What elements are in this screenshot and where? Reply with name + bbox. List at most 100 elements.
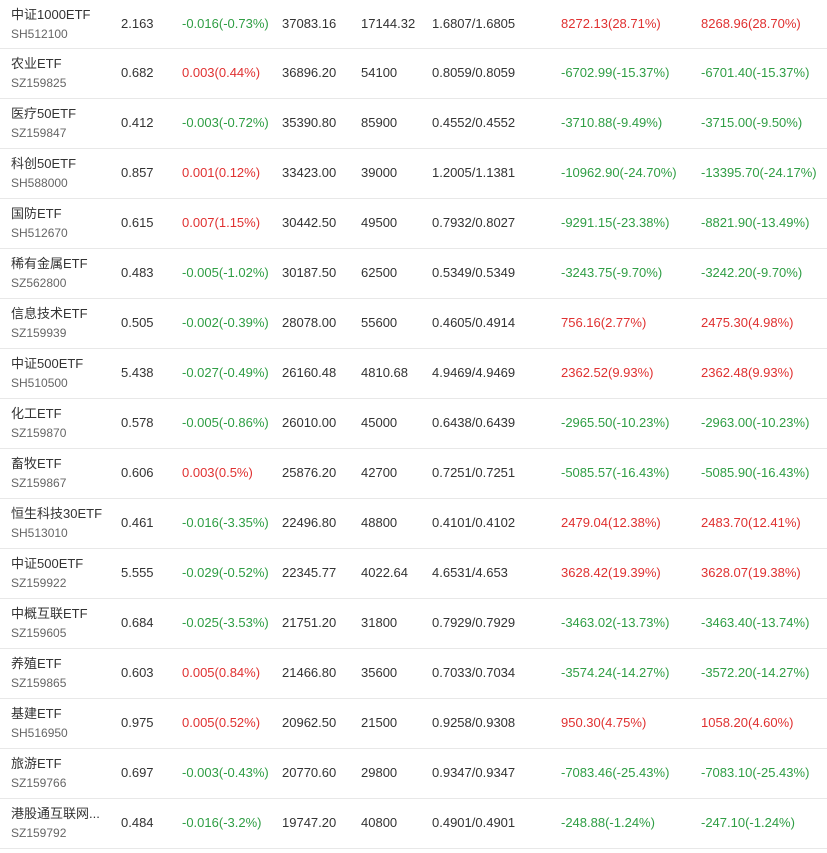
fund-name-cell[interactable]: 恒生科技30ETF SH513010	[11, 506, 111, 541]
latest-price: 5.438	[121, 365, 154, 380]
price-change: 0.005(0.52%)	[182, 715, 261, 730]
table-row[interactable]: 中证500ETF SZ159922 5.555 -0.029(-0.52%) 22345…	[0, 549, 827, 599]
profit-value-1: 2479.04(12.38%)	[561, 515, 661, 530]
profit-value-2: 2483.70(12.41%)	[701, 515, 801, 530]
fund-name-cell[interactable]: 养殖ETF SZ159865	[11, 656, 111, 691]
fund-code: SZ159605	[11, 626, 67, 640]
fund-name[interactable]: 农业ETF	[11, 56, 62, 71]
latest-price: 5.555	[121, 565, 154, 580]
profit-value-2: 2475.30(4.98%)	[701, 315, 794, 330]
profit-value-2: -3242.20(-9.70%)	[701, 265, 803, 280]
fund-name-cell[interactable]: 信息技术ETF SZ159939	[11, 306, 111, 341]
table-row[interactable]: 国防ETF SH512670 0.615 0.007(1.15%) 30442.50 49…	[0, 199, 827, 249]
latest-price: 0.697	[121, 765, 154, 780]
profit-value-2: -3572.20(-14.27%)	[701, 665, 810, 680]
table-row[interactable]: 农业ETF SZ159825 0.682 0.003(0.44%) 36896.20 54…	[0, 49, 827, 99]
profit-value-1: -2965.50(-10.23%)	[561, 415, 670, 430]
fund-name[interactable]: 旅游ETF	[11, 756, 62, 771]
trade-amount: 36896.20	[282, 65, 337, 80]
table-row[interactable]: 恒生科技30ETF SH513010 0.461 -0.016(-3.35%) 2249…	[0, 499, 827, 549]
price-change: -0.002(-0.39%)	[182, 315, 269, 330]
table-row[interactable]: 中证500ETF SH510500 5.438 -0.027(-0.49%) 26160…	[0, 349, 827, 399]
fund-name-cell[interactable]: 中证500ETF SH510500	[11, 356, 111, 391]
table-row[interactable]: 医疗50ETF SZ159847 0.412 -0.003(-0.72%) 35390.…	[0, 99, 827, 149]
fund-name[interactable]: 恒生科技30ETF	[11, 506, 103, 521]
trade-amount: 22496.80	[282, 515, 337, 530]
fund-name-cell[interactable]: 中证500ETF SZ159922	[11, 556, 111, 591]
profit-value-1: 756.16(2.77%)	[561, 315, 647, 330]
table-row[interactable]: 中概互联ETF SZ159605 0.684 -0.025(-3.53%) 21751.…	[0, 599, 827, 649]
fund-name[interactable]: 信息技术ETF	[11, 306, 88, 321]
table-row[interactable]: 信息技术ETF SZ159939 0.505 -0.002(-0.39%) 28078.…	[0, 299, 827, 349]
fund-name[interactable]: 中证500ETF	[11, 556, 84, 571]
table-row[interactable]: 基建ETF SH516950 0.975 0.005(0.52%) 20962.50 21…	[0, 699, 827, 749]
net-asset-value: 0.4552/0.4552	[432, 115, 516, 130]
fund-name-cell[interactable]: 医疗50ETF SZ159847	[11, 106, 111, 141]
fund-name[interactable]: 基建ETF	[11, 706, 62, 721]
fund-code: SZ159939	[11, 326, 67, 340]
fund-code: SH513010	[11, 526, 68, 540]
share-count: 21500	[361, 715, 398, 730]
fund-name-cell[interactable]: 中证1000ETF SH512100	[11, 7, 111, 42]
trade-amount: 19747.20	[282, 815, 337, 830]
net-asset-value: 4.9469/4.9469	[432, 365, 516, 380]
share-count: 31800	[361, 615, 398, 630]
fund-code: SH512670	[11, 226, 68, 240]
table-row[interactable]: 港股通互联网... SZ159792 0.484 -0.016(-3.2%) 19747…	[0, 799, 827, 849]
fund-name[interactable]: 化工ETF	[11, 406, 62, 421]
price-change: 0.001(0.12%)	[182, 165, 261, 180]
trade-amount: 20962.50	[282, 715, 337, 730]
fund-name-cell[interactable]: 国防ETF SH512670	[11, 206, 111, 241]
profit-value-1: 950.30(4.75%)	[561, 715, 647, 730]
fund-name-cell[interactable]: 农业ETF SZ159825	[11, 56, 111, 91]
profit-value-2: -3463.40(-13.74%)	[701, 615, 810, 630]
profit-value-2: 3628.07(19.38%)	[701, 565, 801, 580]
trade-amount: 21751.20	[282, 615, 337, 630]
trade-amount: 25876.20	[282, 465, 337, 480]
fund-name[interactable]: 养殖ETF	[11, 656, 62, 671]
table-row[interactable]: 养殖ETF SZ159865 0.603 0.005(0.84%) 21466.80 35…	[0, 649, 827, 699]
fund-code: SH512100	[11, 27, 68, 41]
net-asset-value: 0.8059/0.8059	[432, 65, 516, 80]
latest-price: 0.603	[121, 665, 154, 680]
fund-name[interactable]: 港股通互联网...	[11, 806, 100, 821]
table-row[interactable]: 化工ETF SZ159870 0.578 -0.005(-0.86%) 26010.00…	[0, 399, 827, 449]
table-row[interactable]: 科创50ETF SH588000 0.857 0.001(0.12%) 33423.00…	[0, 149, 827, 199]
profit-value-2: 1058.20(4.60%)	[701, 715, 794, 730]
profit-value-1: -3574.24(-14.27%)	[561, 665, 670, 680]
profit-value-1: 3628.42(19.39%)	[561, 565, 661, 580]
price-change: 0.003(0.5%)	[182, 465, 253, 480]
share-count: 40800	[361, 815, 398, 830]
fund-name-cell[interactable]: 科创50ETF SH588000	[11, 156, 111, 191]
fund-name[interactable]: 医疗50ETF	[11, 106, 77, 121]
fund-name[interactable]: 中证1000ETF	[11, 7, 91, 22]
fund-code: SZ159825	[11, 76, 67, 90]
fund-name[interactable]: 科创50ETF	[11, 156, 77, 171]
fund-name[interactable]: 畜牧ETF	[11, 456, 62, 471]
fund-name[interactable]: 稀有金属ETF	[11, 256, 88, 271]
profit-value-1: 2362.52(9.93%)	[561, 365, 654, 380]
table-row[interactable]: 稀有金属ETF SZ562800 0.483 -0.005(-1.02%) 30187.…	[0, 249, 827, 299]
net-asset-value: 0.9258/0.9308	[432, 715, 516, 730]
fund-name-cell[interactable]: 畜牧ETF SZ159867	[11, 456, 111, 491]
fund-name-cell[interactable]: 中概互联ETF SZ159605	[11, 606, 111, 641]
share-count: 35600	[361, 665, 398, 680]
profit-value-2: 2362.48(9.93%)	[701, 365, 794, 380]
net-asset-value: 0.4901/0.4901	[432, 815, 516, 830]
table-row[interactable]: 中证1000ETF SH512100 2.163 -0.016(-0.73%) 3708…	[0, 0, 827, 49]
latest-price: 0.505	[121, 315, 154, 330]
fund-name-cell[interactable]: 稀有金属ETF SZ562800	[11, 256, 111, 291]
profit-value-1: -248.88(-1.24%)	[561, 815, 655, 830]
fund-name[interactable]: 中概互联ETF	[11, 606, 88, 621]
table-row[interactable]: 畜牧ETF SZ159867 0.606 0.003(0.5%) 25876.20 427…	[0, 449, 827, 499]
net-asset-value: 4.6531/4.653	[432, 565, 508, 580]
fund-name-cell[interactable]: 化工ETF SZ159870	[11, 406, 111, 441]
fund-name-cell[interactable]: 基建ETF SH516950	[11, 706, 111, 741]
fund-name-cell[interactable]: 港股通互联网... SZ159792	[11, 806, 111, 841]
fund-name[interactable]: 国防ETF	[11, 206, 62, 221]
fund-name-cell[interactable]: 旅游ETF SZ159766	[11, 756, 111, 791]
table-row[interactable]: 旅游ETF SZ159766 0.697 -0.003(-0.43%) 20770.60…	[0, 749, 827, 799]
share-count: 39000	[361, 165, 398, 180]
fund-name[interactable]: 中证500ETF	[11, 356, 84, 371]
net-asset-value: 0.7033/0.7034	[432, 665, 516, 680]
